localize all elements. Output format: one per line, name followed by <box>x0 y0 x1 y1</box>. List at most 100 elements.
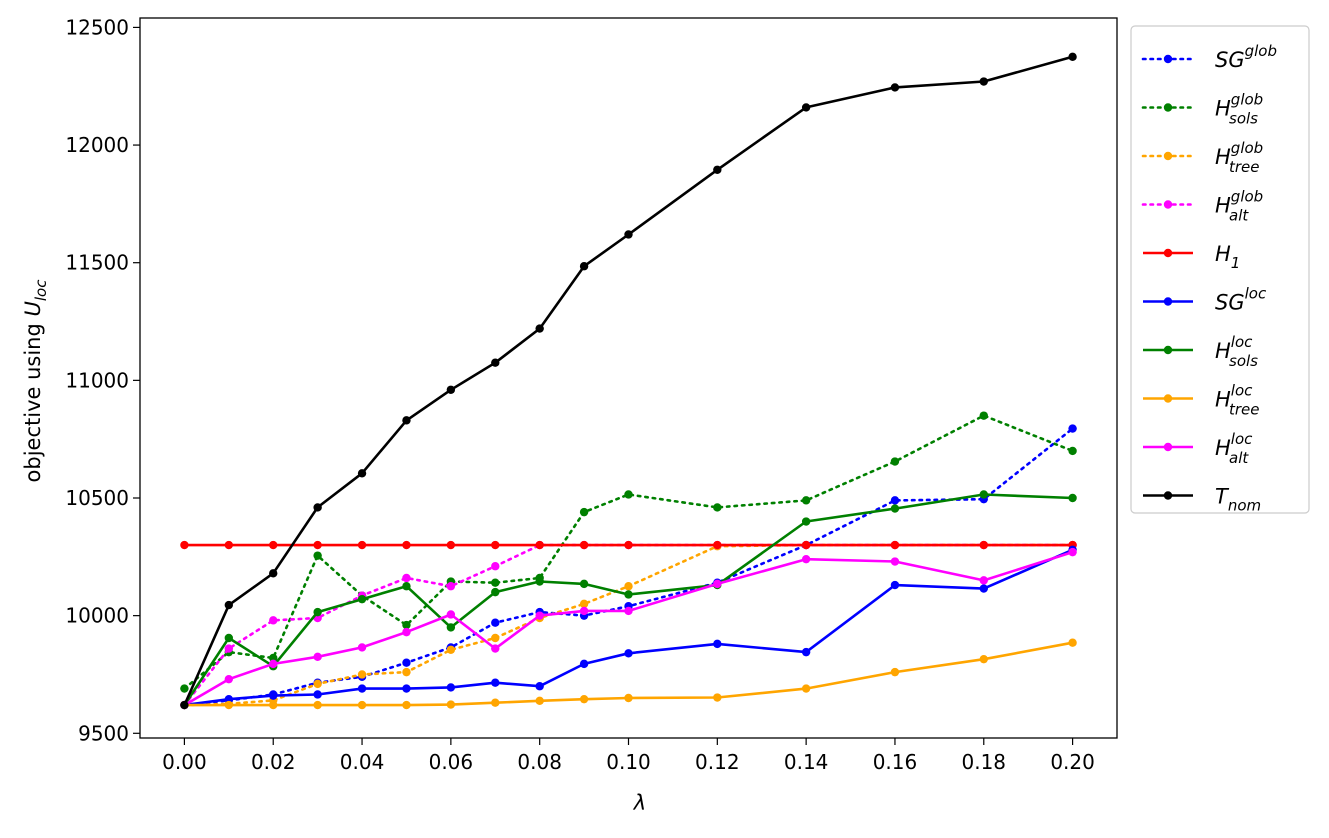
legend-marker <box>1163 151 1173 161</box>
data-point <box>491 698 500 707</box>
legend-label: SGloc <box>1215 285 1267 315</box>
series-layer <box>180 52 1077 710</box>
data-point <box>402 620 411 630</box>
data-point <box>491 358 500 367</box>
x-axis-title: λ <box>633 791 646 815</box>
data-point <box>357 643 367 652</box>
series-h-glob-sols <box>180 411 1077 693</box>
data-point <box>579 262 589 271</box>
x-axis: 0.00 0.02 0.04 0.06 0.08 0.10 0.12 0.14 0.16 0.18… <box>162 738 1095 774</box>
data-point <box>180 684 189 693</box>
data-point <box>801 103 811 112</box>
legend-marker <box>1163 491 1173 500</box>
data-point <box>890 457 900 466</box>
x-tick-label: 0.18 <box>962 750 1007 774</box>
data-point <box>535 577 544 586</box>
data-point <box>713 639 722 649</box>
plot-frame <box>139 17 1118 739</box>
data-point <box>979 584 988 593</box>
data-point <box>224 644 234 653</box>
data-point <box>1068 638 1077 647</box>
data-point <box>402 658 411 667</box>
legend-box <box>1130 25 1310 514</box>
series-line <box>183 550 1073 707</box>
data-point <box>535 611 544 620</box>
data-point <box>224 674 234 684</box>
y-tick-label: 11500 <box>65 251 129 275</box>
data-point <box>269 540 278 550</box>
data-point <box>979 540 988 550</box>
data-point <box>269 616 278 625</box>
data-point <box>801 554 811 564</box>
legend-item: Hloc tree <box>1143 382 1260 419</box>
x-tick-label: 0.16 <box>873 750 918 774</box>
data-point <box>180 700 189 710</box>
series-line <box>183 427 1074 707</box>
legend: SGglob Hglob sols Hglob tree Hglob alt H1 SGloc H… <box>1130 25 1310 515</box>
y-tick-label: 10000 <box>65 604 129 628</box>
x-tick-label: 0.14 <box>784 750 829 774</box>
data-point <box>180 540 189 550</box>
x-tick-label: 0.02 <box>251 750 296 774</box>
data-point <box>224 633 234 643</box>
x-tick-label: 0.12 <box>695 750 740 774</box>
data-point <box>224 540 234 550</box>
data-point <box>579 507 589 517</box>
data-point <box>224 694 234 704</box>
data-point <box>313 540 322 550</box>
data-point <box>624 693 633 703</box>
data-point <box>491 562 500 571</box>
data-point <box>579 579 589 589</box>
data-point <box>1068 547 1077 557</box>
y-tick-label: 12000 <box>65 133 129 157</box>
x-tick-label: 0.06 <box>429 750 474 774</box>
data-point <box>402 582 411 591</box>
data-point <box>624 590 633 599</box>
legend-item: SGloc <box>1143 285 1267 315</box>
y-axis: 9500 10000 10500 11000 11500 12000 12500 <box>65 15 140 745</box>
data-point <box>579 606 589 616</box>
data-point <box>357 540 367 550</box>
data-point <box>224 600 234 610</box>
legend-marker <box>1163 54 1173 64</box>
data-point <box>313 700 322 710</box>
data-point <box>446 582 456 591</box>
data-point <box>313 652 322 662</box>
data-point <box>713 503 722 512</box>
series-line <box>183 414 1074 690</box>
series-line <box>184 641 1073 707</box>
legend-item: Hglob alt <box>1141 188 1263 225</box>
data-point <box>535 324 544 333</box>
data-point <box>579 599 589 609</box>
data-point <box>624 230 633 239</box>
data-point <box>269 700 278 710</box>
data-point <box>890 496 900 505</box>
data-point <box>579 694 589 704</box>
data-point <box>446 645 456 654</box>
data-point <box>713 579 722 589</box>
y-tick-label: 10500 <box>65 486 129 510</box>
data-point <box>801 540 811 550</box>
data-point <box>801 496 811 505</box>
data-point <box>357 684 367 693</box>
data-point <box>313 679 322 689</box>
legend-marker <box>1163 200 1173 209</box>
data-point <box>1068 52 1077 62</box>
x-tick-label: 0.04 <box>340 750 385 774</box>
data-point <box>402 667 411 677</box>
data-point <box>713 540 722 550</box>
data-point <box>979 576 988 585</box>
y-tick-label: 12500 <box>65 15 129 39</box>
series-h-1 <box>180 540 1077 550</box>
data-point <box>890 504 900 513</box>
data-point <box>535 696 544 706</box>
data-point <box>535 682 544 691</box>
legend-marker <box>1163 394 1173 403</box>
data-point <box>890 557 900 566</box>
data-point <box>1068 446 1077 456</box>
data-point <box>402 573 411 583</box>
legend-label: Hloc alt <box>1215 430 1253 467</box>
data-point <box>357 469 367 478</box>
series-h-glob-tree <box>180 540 1077 710</box>
legend-label: Hloc sols <box>1215 333 1258 370</box>
